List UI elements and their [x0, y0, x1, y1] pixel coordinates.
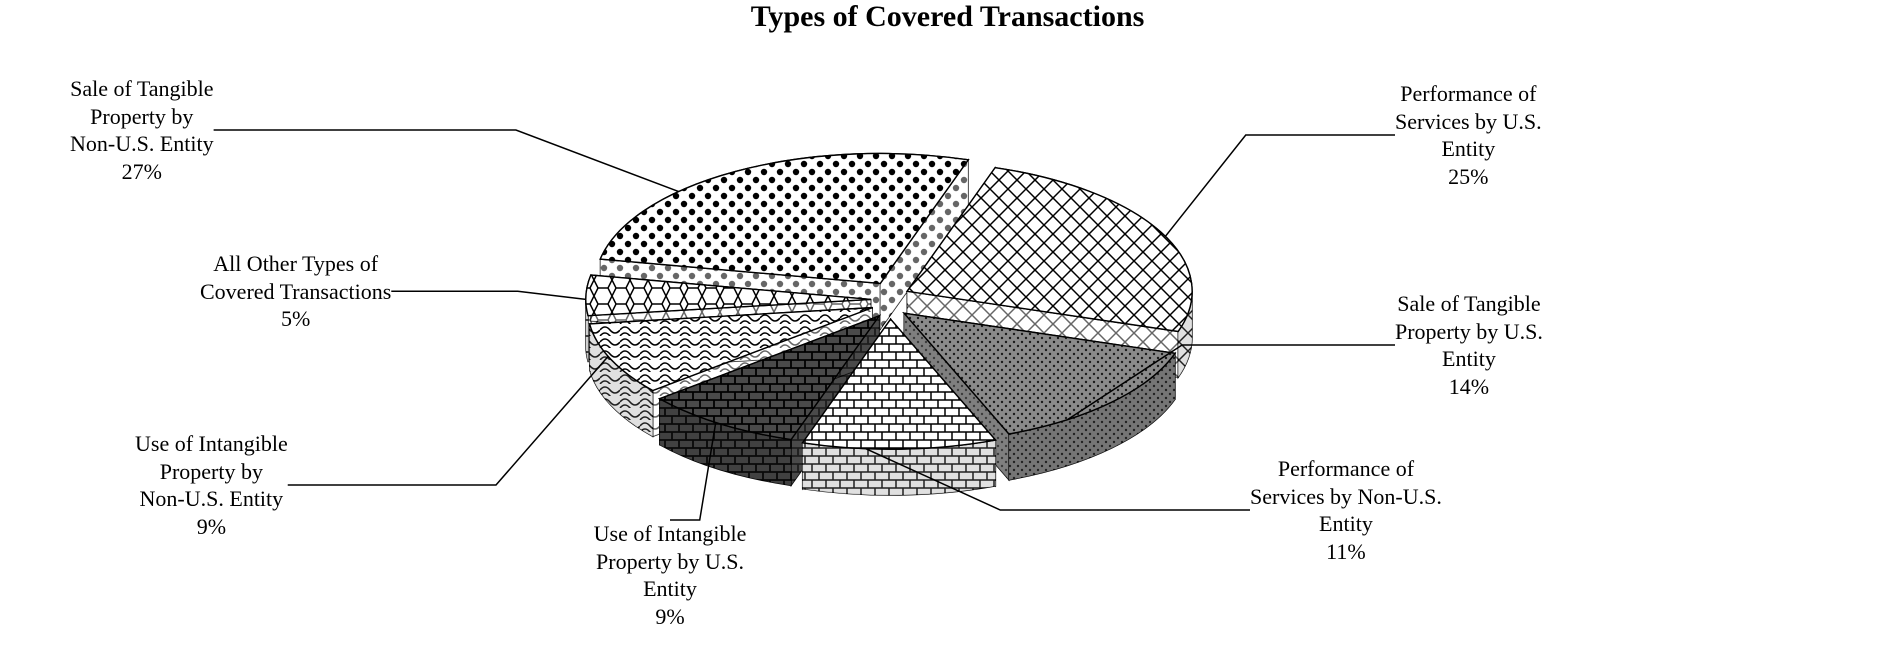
leader-line [391, 291, 586, 299]
slice-label-sale_tangible_us: Sale of Tangible Property by U.S. Entity… [1395, 290, 1543, 400]
slice-label-sale_tangible_nonus: Sale of Tangible Property by Non-U.S. En… [70, 75, 214, 185]
slice-label-all_other: All Other Types of Covered Transactions … [200, 250, 391, 333]
slice-label-perf_services_us: Performance of Services by U.S. Entity 2… [1395, 80, 1542, 190]
leader-line [1165, 135, 1395, 236]
slice-label-use_intangible_nonus: Use of Intangible Property by Non-U.S. E… [135, 430, 288, 540]
slice-label-use_intangible_us: Use of Intangible Property by U.S. Entit… [594, 520, 747, 630]
leader-line [288, 356, 608, 485]
slice-label-perf_services_nonus: Performance of Services by Non-U.S. Enti… [1250, 455, 1442, 565]
leader-line [214, 130, 679, 192]
